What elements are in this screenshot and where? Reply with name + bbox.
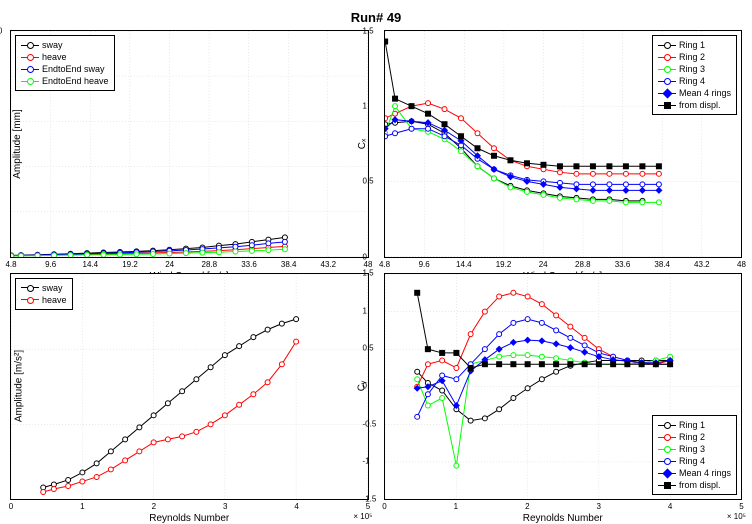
legend-label: from displ. bbox=[679, 479, 721, 491]
legend-label: Ring 3 bbox=[679, 443, 705, 455]
legend-item: heave bbox=[21, 294, 67, 306]
y-axis-label: Cᵧ bbox=[356, 381, 367, 391]
legend-label: Ring 1 bbox=[679, 419, 705, 431]
y-axis-label: Cₓ bbox=[356, 138, 367, 149]
chart-4: 012345-1.5-1-0.500.511.5CᵧReynolds Numbe… bbox=[384, 273, 743, 501]
legend-label: Ring 4 bbox=[679, 75, 705, 87]
legend-label: heave bbox=[42, 294, 67, 306]
legend-item: Ring 4 bbox=[658, 455, 731, 467]
legend-item: EndtoEnd sway bbox=[21, 63, 109, 75]
legend-item: Ring 2 bbox=[658, 51, 731, 63]
legend-label: EndtoEnd heave bbox=[42, 75, 109, 87]
legend-item: from displ. bbox=[658, 99, 731, 111]
legend: Ring 1Ring 2Ring 3Ring 4Mean 4 ringsfrom… bbox=[652, 35, 737, 115]
legend-item: Ring 2 bbox=[658, 431, 731, 443]
legend: Ring 1Ring 2Ring 3Ring 4Mean 4 ringsfrom… bbox=[652, 415, 737, 495]
legend-item: sway bbox=[21, 39, 109, 51]
legend-item: Mean 4 rings bbox=[658, 467, 731, 479]
legend-item: heave bbox=[21, 51, 109, 63]
legend-label: Ring 4 bbox=[679, 455, 705, 467]
legend-item: Ring 1 bbox=[658, 39, 731, 51]
legend-item: from displ. bbox=[658, 479, 731, 491]
legend-label: from displ. bbox=[679, 99, 721, 111]
legend-label: heave bbox=[42, 51, 67, 63]
chart-1: 4.89.614.419.22428.833.638.443.248020406… bbox=[10, 30, 369, 258]
legend-label: Ring 2 bbox=[679, 431, 705, 443]
legend-label: sway bbox=[42, 282, 63, 294]
legend-label: sway bbox=[42, 39, 63, 51]
legend-label: Ring 1 bbox=[679, 39, 705, 51]
legend-item: Ring 3 bbox=[658, 63, 731, 75]
legend-item: EndtoEnd heave bbox=[21, 75, 109, 87]
page-title: Run# 49 bbox=[10, 10, 742, 25]
legend-item: Ring 1 bbox=[658, 419, 731, 431]
legend-label: Ring 2 bbox=[679, 51, 705, 63]
legend-item: Ring 3 bbox=[658, 443, 731, 455]
legend-item: Mean 4 rings bbox=[658, 87, 731, 99]
y-axis-label: Amplitude [mm] bbox=[12, 109, 23, 178]
legend-label: Mean 4 rings bbox=[679, 467, 731, 479]
legend-label: Ring 3 bbox=[679, 63, 705, 75]
legend-item: Ring 4 bbox=[658, 75, 731, 87]
legend-label: Mean 4 rings bbox=[679, 87, 731, 99]
y-axis-label: Amplitude [m/s²] bbox=[14, 350, 25, 422]
chart-2: 4.89.614.419.22428.833.638.443.24800.511… bbox=[384, 30, 743, 258]
legend: swayheave bbox=[15, 278, 73, 310]
legend: swayheaveEndtoEnd swayEndtoEnd heave bbox=[15, 35, 115, 91]
legend-item: sway bbox=[21, 282, 67, 294]
chart-3: 01234500.511.5Amplitude [m/s²]Reynolds N… bbox=[10, 273, 369, 501]
legend-label: EndtoEnd sway bbox=[42, 63, 105, 75]
chart-grid: 4.89.614.419.22428.833.638.443.248020406… bbox=[10, 30, 742, 500]
